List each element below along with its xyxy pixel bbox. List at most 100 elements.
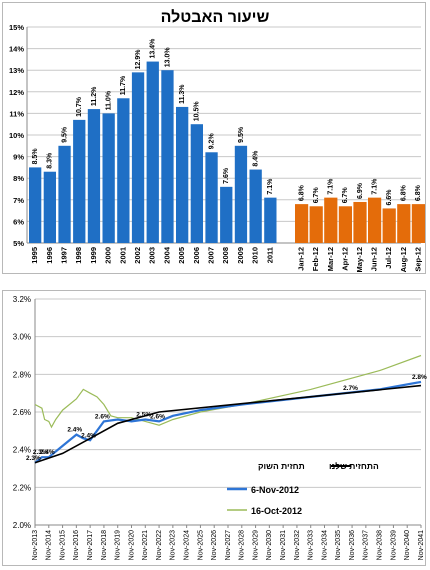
- legend-label-market-forecast: תחזית השוק: [258, 461, 305, 471]
- bar: [338, 206, 352, 243]
- bar: [87, 109, 101, 243]
- x-tick-label: Nov-2030: [266, 530, 273, 560]
- chart-title: שיעור האבטלה: [161, 8, 270, 26]
- x-tick-label: 1999: [89, 247, 98, 264]
- y-tick-label: 2.4%: [13, 446, 31, 455]
- bar-data-label: 7.6%: [223, 167, 230, 184]
- bar-data-label: 8.5%: [32, 148, 39, 165]
- x-tick-label: Nov-2022: [156, 530, 163, 560]
- x-tick-label: Nov-2035: [335, 530, 342, 560]
- y-tick-label: 9%: [13, 153, 24, 162]
- data-label: 2.6%: [95, 413, 110, 420]
- x-tick-label: Nov-2034: [321, 530, 328, 560]
- bar: [397, 204, 411, 243]
- unemployment-chart-panel: שיעור האבטלה 5% 6% 7% 8% 9% 10% 11% 12% 13% 14% 15%…: [2, 2, 426, 274]
- x-tick-label: Nov-2040: [404, 530, 411, 560]
- forecast-chart-panel: 2.0% 2.2% 2.4% 2.6% 2.8% 3.0% 3.2% Nov-2013 Nov-…: [2, 290, 427, 566]
- x-tick-label: 2002: [133, 247, 142, 264]
- x-tick-label: 2010: [251, 247, 260, 264]
- bar-data-label: 6.8%: [298, 184, 305, 201]
- y-tick-label: 7%: [13, 196, 24, 205]
- x-tick-label: 2008: [221, 247, 230, 264]
- x-tick-label: Sep-12: [413, 247, 422, 272]
- bar: [309, 206, 323, 243]
- x-tick-label: 1998: [74, 247, 83, 264]
- y-tick-label: 5%: [13, 239, 24, 248]
- bar-data-label: 6.7%: [342, 187, 349, 204]
- bar-data-label: 9.5%: [61, 126, 68, 143]
- y-tick-label: 3.2%: [13, 295, 31, 304]
- x-tick-label: Nov-2017: [87, 530, 94, 560]
- series-line-16-oct-2012: [34, 354, 422, 429]
- x-tick-label: Nov-2014: [46, 530, 53, 560]
- bar-data-label: 6.8%: [401, 184, 408, 201]
- x-tick-label: Jun-12: [370, 247, 379, 271]
- bar-data-label: 7.1%: [371, 178, 378, 195]
- x-tick-label: Nov-2026: [211, 530, 218, 560]
- bar-data-label: 12.9%: [135, 49, 142, 70]
- bar: [176, 106, 189, 243]
- x-tick-label: Nov-2031: [280, 530, 287, 560]
- x-tick-label: Nov-2036: [349, 530, 356, 560]
- x-tick-label: Nov-2037: [363, 530, 370, 560]
- x-tick-label: Nov-2029: [252, 530, 259, 560]
- x-tick-label: Nov-2023: [170, 530, 177, 560]
- bar-data-label: 11.3%: [179, 84, 186, 104]
- x-tick-label: 1996: [45, 247, 54, 264]
- data-label: 2.3%: [33, 449, 48, 456]
- y-tick-label: 2.6%: [13, 408, 31, 417]
- bar-data-label: 13.4%: [150, 38, 157, 59]
- x-tick-label: 2009: [236, 247, 245, 264]
- y-tick-label: 6%: [13, 217, 24, 226]
- x-tick-label: Nov-2020: [128, 530, 135, 560]
- data-label: 2.6%: [150, 413, 165, 420]
- bar-data-label: 6.8%: [415, 184, 422, 201]
- y-tick-label: 12%: [9, 88, 24, 97]
- y-tick-label: 2.2%: [13, 483, 31, 492]
- forecast-line-chart: 2.0% 2.2% 2.4% 2.6% 2.8% 3.0% 3.2% Nov-2013 Nov-…: [13, 295, 427, 560]
- bar: [43, 171, 56, 243]
- bar: [73, 119, 86, 243]
- bar-data-label: 11.0%: [105, 90, 112, 110]
- x-tick-label: Feb-12: [311, 247, 320, 271]
- bar: [249, 169, 262, 243]
- x-tick-label: Nov-2019: [115, 530, 122, 560]
- y-tick-label: 10%: [9, 131, 24, 140]
- y-tick-label: 3.0%: [13, 333, 31, 342]
- bar-data-label: 11.2%: [91, 86, 98, 106]
- y-tick-label: 8%: [13, 174, 24, 183]
- bar-data-label: 13.0%: [164, 47, 171, 68]
- unemployment-bar-chart: שיעור האבטלה 5% 6% 7% 8% 9% 10% 11% 12% 13% 14% 15%…: [9, 8, 425, 272]
- bar: [411, 204, 425, 243]
- x-tick-label: Nov-2025: [197, 530, 204, 560]
- bar: [324, 197, 338, 243]
- x-tick-label: Nov-2021: [142, 530, 149, 560]
- bar-data-label: 11.7%: [120, 75, 127, 95]
- x-tick-label: Aug-12: [399, 247, 408, 272]
- bar: [295, 204, 309, 243]
- bar-data-label: 7.1%: [267, 178, 274, 195]
- bar: [29, 167, 42, 243]
- x-tick-label: Jul-12: [384, 247, 393, 269]
- bar: [190, 124, 203, 243]
- x-tick-label: Nov-2013: [32, 530, 39, 560]
- bar-data-label: 8.3%: [47, 152, 54, 169]
- bar: [102, 113, 115, 244]
- x-tick-label: 2006: [192, 247, 201, 264]
- bar: [234, 145, 248, 243]
- x-tick-label: Nov-2038: [376, 530, 383, 560]
- x-tick-label: 2007: [207, 247, 216, 264]
- bar-data-label: 6.7%: [313, 187, 320, 204]
- series-line-our-forecast: [34, 384, 422, 464]
- y-tick-label: 14%: [9, 45, 24, 54]
- x-tick-label: Nov-2033: [308, 530, 315, 560]
- x-tick-label: Nov-2039: [390, 530, 397, 560]
- x-tick-label: Mar-12: [326, 247, 335, 271]
- x-tick-label: Nov-2015: [59, 530, 66, 560]
- bar-data-label: 8.4%: [252, 150, 259, 167]
- x-tick-label: Nov-2024: [183, 530, 190, 560]
- bar: [146, 61, 159, 244]
- legend-label-our-forecast: התחזית שלנו: [329, 461, 379, 471]
- bar-data-label: 6.9%: [357, 182, 364, 199]
- bar: [117, 98, 130, 243]
